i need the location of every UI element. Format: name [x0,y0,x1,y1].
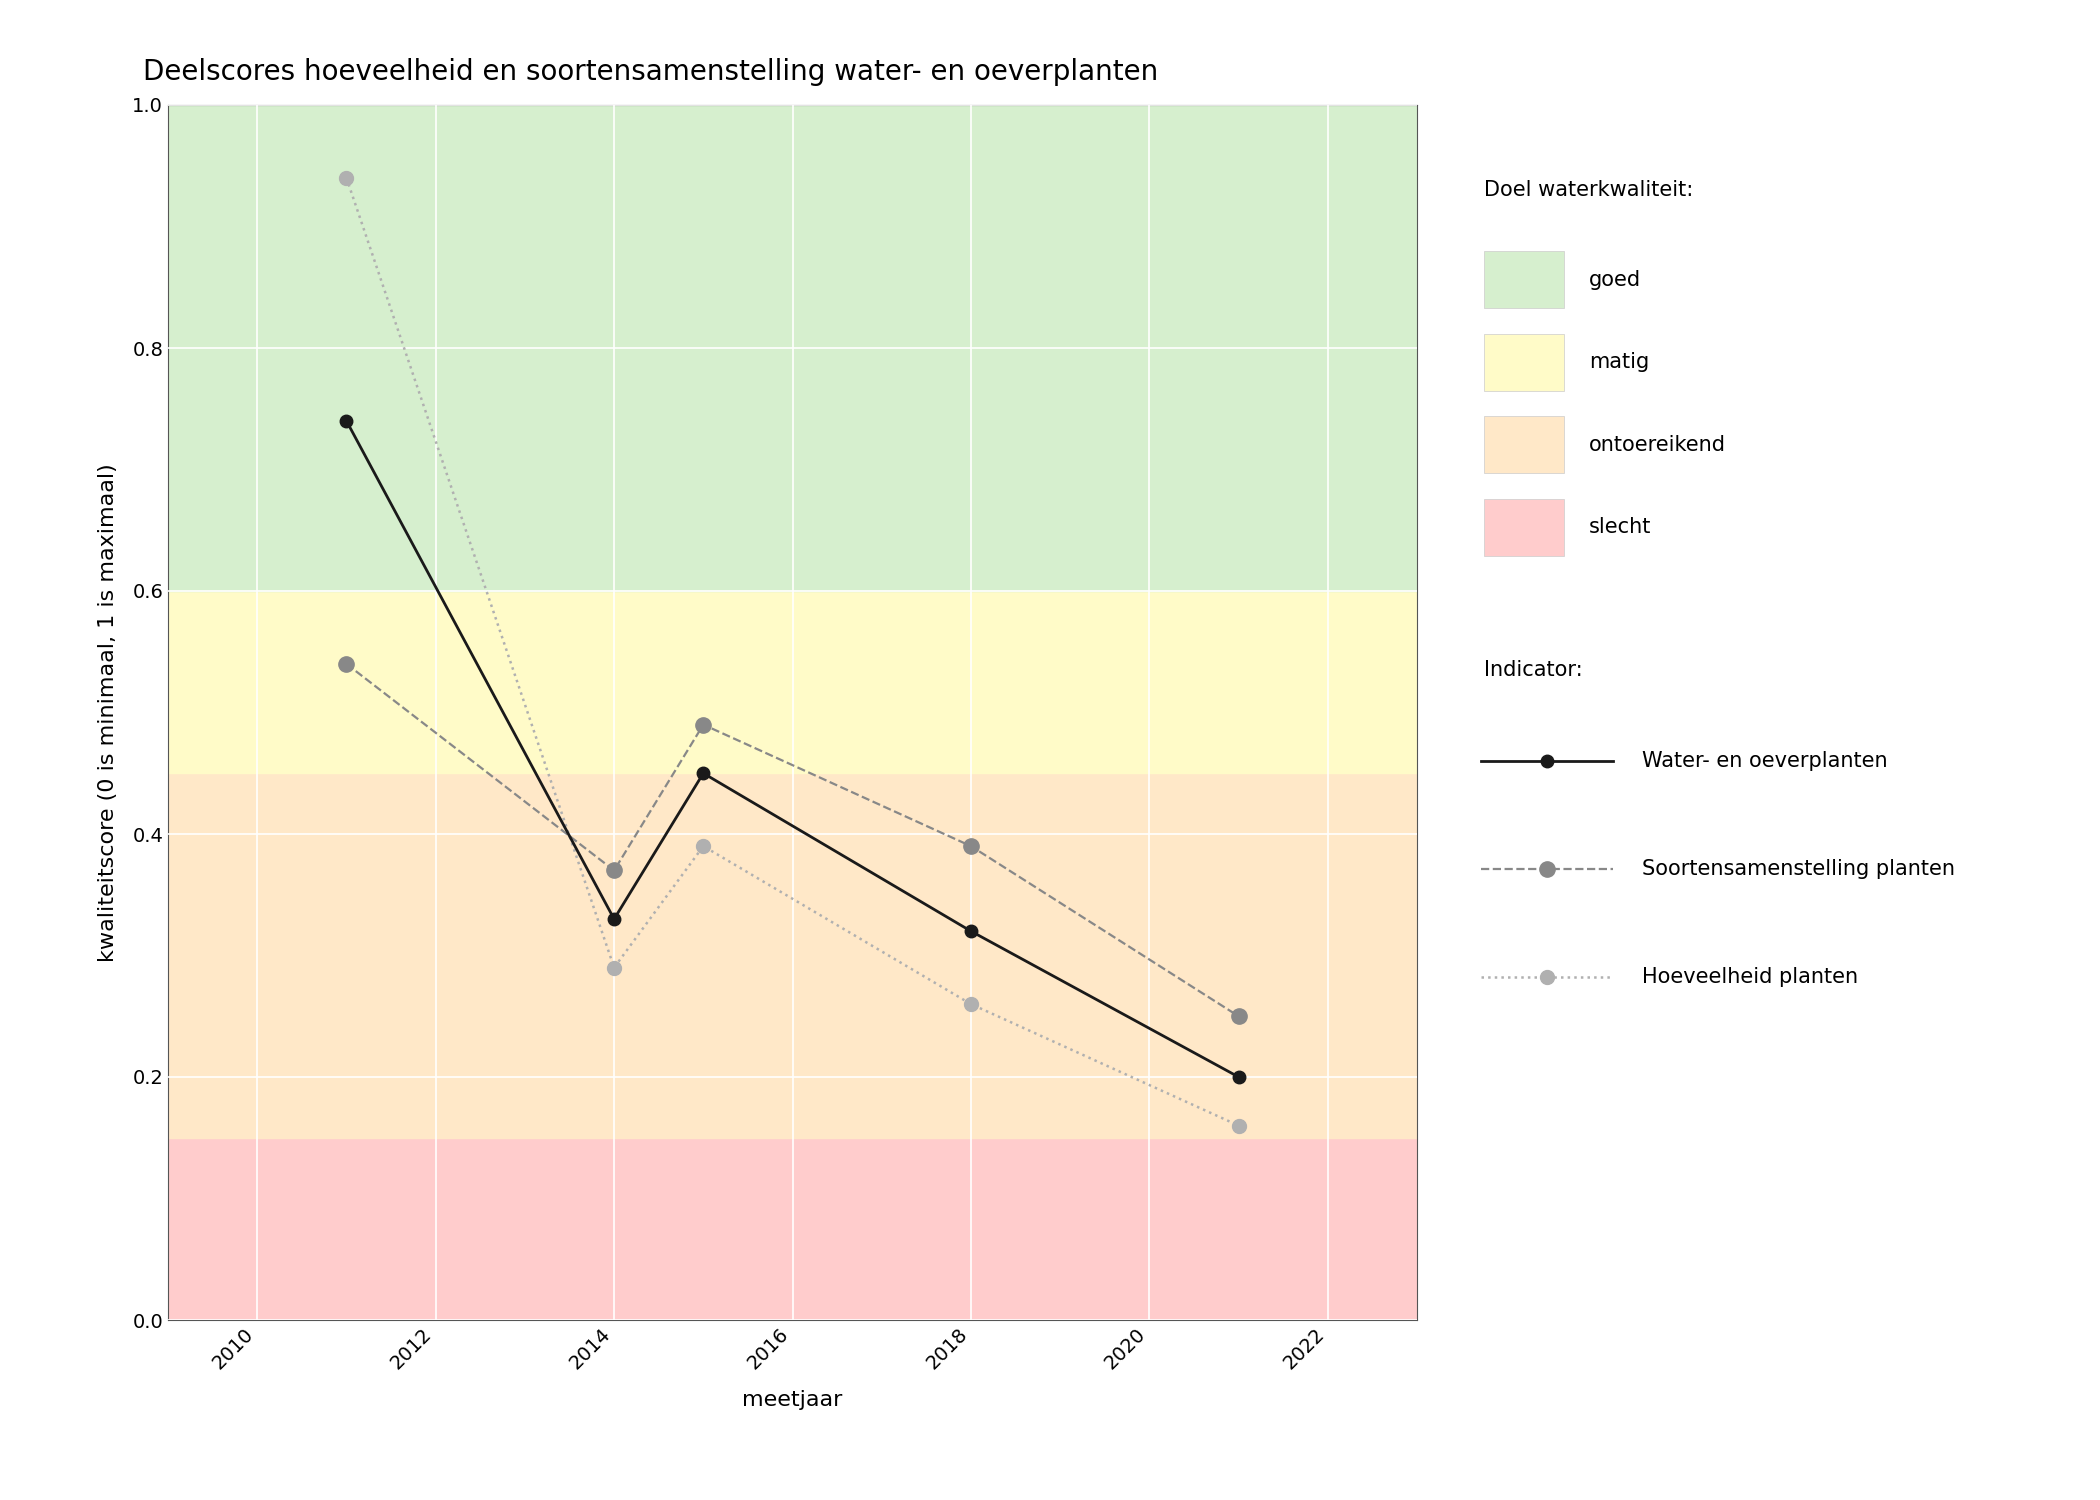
Text: goed: goed [1590,270,1642,290]
Text: matig: matig [1590,352,1648,372]
Y-axis label: kwaliteitscore (0 is minimaal, 1 is maximaal): kwaliteitscore (0 is minimaal, 1 is maxi… [99,464,118,962]
Text: Hoeveelheid planten: Hoeveelheid planten [1642,966,1858,987]
Text: ontoereikend: ontoereikend [1590,435,1726,454]
X-axis label: meetjaar: meetjaar [743,1390,842,1410]
Text: Soortensamenstelling planten: Soortensamenstelling planten [1642,858,1955,879]
Bar [168,105,1418,591]
Bar [168,774,1418,1137]
Bar [168,591,1418,774]
Text: slecht: slecht [1590,518,1651,537]
Text: Doel waterkwaliteit:: Doel waterkwaliteit: [1485,180,1693,200]
Text: Indicator:: Indicator: [1485,660,1583,680]
Bar [168,1137,1418,1320]
Text: Deelscores hoeveelheid en soortensamenstelling water- en oeverplanten: Deelscores hoeveelheid en soortensamenst… [143,58,1159,86]
Text: Water- en oeverplanten: Water- en oeverplanten [1642,750,1888,771]
